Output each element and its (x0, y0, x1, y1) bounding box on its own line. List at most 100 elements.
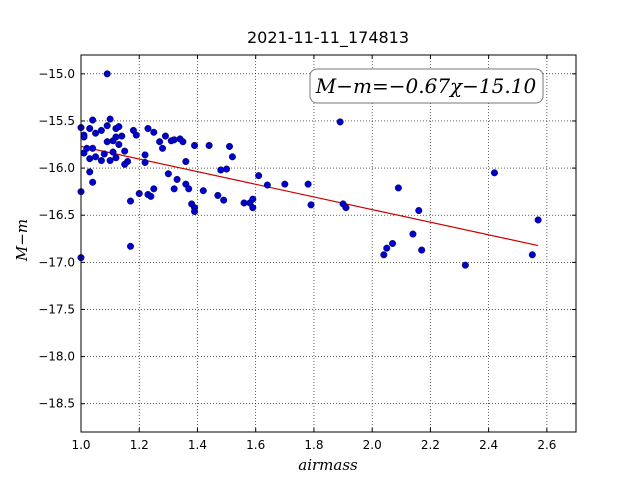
data-point (89, 144, 97, 152)
data-point (86, 168, 94, 176)
data-point (115, 141, 123, 149)
data-point (103, 70, 111, 78)
data-point (109, 148, 117, 156)
data-point (170, 136, 178, 144)
data-point (97, 126, 105, 134)
data-point (534, 216, 542, 224)
data-point (307, 201, 315, 209)
data-point (112, 154, 120, 162)
data-point (217, 166, 225, 174)
data-point (249, 204, 257, 212)
data-point (380, 251, 388, 259)
fit-line-group (80, 145, 539, 247)
data-point (173, 175, 181, 183)
data-point (409, 230, 417, 238)
data-point (126, 242, 134, 250)
data-point (141, 151, 149, 159)
y-tick-label: −16.5 (38, 208, 75, 222)
data-point (225, 142, 233, 150)
x-tick-label: 2.2 (421, 438, 440, 452)
plot-frame (80, 54, 577, 433)
data-point (383, 244, 391, 252)
annotation-frame (309, 68, 544, 104)
y-tick-label: −16.0 (38, 161, 75, 175)
data-point (106, 115, 114, 123)
data-point (205, 141, 213, 149)
y-tick-label: −17.5 (38, 302, 75, 316)
x-tick-label: 1.2 (130, 438, 149, 452)
data-point (418, 246, 426, 254)
data-point (389, 239, 397, 247)
data-point (86, 125, 94, 133)
data-point (281, 180, 289, 188)
fit-line (80, 145, 539, 247)
data-point (228, 153, 236, 161)
data-point (80, 133, 88, 141)
data-point (150, 128, 158, 136)
data-point (490, 169, 498, 177)
data-point (121, 147, 129, 155)
axis-ticks: 1.0 1.2 1.4 1.6 1.8 2.0 2.2 2.4 2.6 −15.0 −15.5 −16… (38, 55, 576, 452)
data-point (106, 157, 114, 165)
data-point (164, 170, 172, 178)
data-point (115, 123, 123, 131)
data-point (342, 204, 350, 212)
x-tick-label: 1.8 (304, 438, 323, 452)
data-point (135, 190, 143, 198)
x-tick-label: 2.6 (537, 438, 556, 452)
data-point (182, 158, 190, 166)
y-tick-label: −18.0 (38, 350, 75, 364)
data-point (83, 144, 91, 152)
x-tick-label: 2.0 (363, 438, 382, 452)
x-tick-label: 2.4 (479, 438, 498, 452)
data-point (336, 118, 344, 126)
data-point (150, 185, 158, 193)
y-axis-label: M−m (13, 219, 31, 262)
x-tick-label: 1.0 (71, 438, 90, 452)
data-point (394, 184, 402, 192)
data-point (103, 138, 111, 146)
data-point (249, 195, 257, 203)
data-point (415, 207, 423, 215)
data-point (304, 180, 312, 188)
data-point (89, 116, 97, 124)
data-point (144, 125, 152, 133)
y-tick-label: −17.0 (38, 255, 75, 269)
data-point (461, 261, 469, 269)
data-point (147, 192, 155, 200)
y-tick-label: −15.0 (38, 67, 75, 81)
y-tick-label: −18.5 (38, 397, 75, 411)
data-point (528, 251, 536, 259)
data-point (199, 187, 207, 195)
data-point (89, 178, 97, 186)
data-point (159, 144, 167, 152)
data-point (100, 150, 108, 158)
x-tick-label: 1.4 (188, 438, 207, 452)
data-point (132, 131, 140, 139)
data-point (121, 160, 129, 168)
data-point (97, 157, 105, 165)
data-point (220, 196, 228, 204)
data-point (112, 133, 120, 141)
data-point (170, 185, 178, 193)
x-axis-label: airmass (298, 456, 358, 474)
data-point (223, 165, 231, 173)
data-point (86, 155, 94, 163)
data-point (191, 207, 199, 215)
data-point (141, 158, 149, 166)
data-point (103, 122, 111, 130)
data-point (92, 153, 100, 161)
data-point (92, 129, 100, 137)
data-point (191, 141, 199, 149)
grid-lines (80, 55, 576, 432)
y-tick-label: −15.5 (38, 114, 75, 128)
data-point (214, 191, 222, 199)
data-point (126, 197, 134, 205)
x-tick-label: 1.6 (246, 438, 265, 452)
data-point (156, 138, 164, 146)
data-point (161, 132, 169, 140)
data-point (255, 172, 263, 180)
data-point (185, 185, 193, 193)
